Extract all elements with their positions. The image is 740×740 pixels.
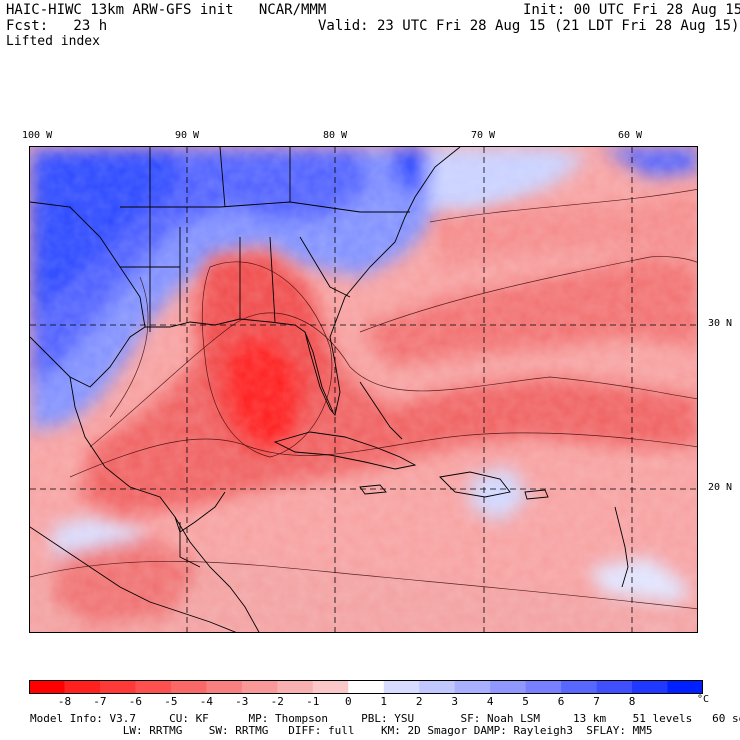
colorbar-tick-label: 1 [380,695,387,708]
lifted-index-map [29,146,698,633]
lon-label-60w: 60 W [618,130,643,141]
colorbar-swatch [490,680,527,694]
colorbar-tick-label: -3 [235,695,249,708]
model-title: HAIC-HIWC 13km ARW-GFS init NCAR/MMM [6,2,327,18]
lat-label-20n: 20 N [708,482,733,493]
coastlines [30,147,629,632]
model-info-line2: LW: RRTMG SW: RRTMG DIFF: full KM: 2D Sm… [30,724,653,737]
colorbar-swatch [29,680,65,694]
colorbar-tick-label: 4 [486,695,494,708]
colorbar-tick-label: -2 [270,695,284,708]
colorbar-tick-label: 3 [451,695,458,708]
colorbar-tick-label: 5 [522,695,529,708]
colorbar-tick-label: 8 [628,695,636,708]
colorbar-swatch [419,680,456,694]
colorbar-swatch [632,680,669,694]
lon-label-70w: 70 W [471,130,496,141]
colorbar-tick-label: -7 [93,695,107,708]
colorbar-swatch [277,680,314,694]
colorbar-swatch [525,680,562,694]
colorbar-swatch [170,680,207,694]
colorbar-tick-label: -1 [306,695,320,708]
colorbar-tick-label: 6 [557,695,565,708]
lat-label-30n: 30 N [708,318,733,329]
colorbar-swatch [348,680,385,694]
colorbar-tick-label: 2 [415,695,423,708]
colorbar-swatch [667,680,703,694]
colorbar-swatch [596,680,633,694]
colorbar-tick-label: 0 [344,695,352,708]
graticule [30,147,697,632]
colorbar-swatch [241,680,278,694]
valid-time: Valid: 23 UTC Fri 28 Aug 15 (21 LDT Fri … [318,18,740,34]
colorbar-frame [29,680,703,694]
colorbar-tick-label: -4 [199,695,214,708]
colorbar-swatch [454,680,491,694]
colorbar-swatch [561,680,598,694]
colorbar-swatch [383,680,420,694]
init-time: Init: 00 UTC Fri 28 Aug 15 [523,2,740,18]
colorbar-swatch [312,680,349,694]
contour-lines [30,188,697,610]
colorbar-swatch [99,680,136,694]
lon-label-80w: 80 W [323,130,348,141]
model-info-line1: Model Info: V3.7 CU: KF MP: Thompson PBL… [30,712,740,725]
colorbar-tick-label: -8 [57,695,72,708]
colorbar-tick-label: 7 [593,695,600,708]
colorbar-tick-label: -6 [128,695,143,708]
lon-label-90w: 90 W [175,130,200,141]
lon-label-100w: 100 W [22,130,53,141]
forecast-hour: Fcst: 23 h [6,18,108,34]
field-texture [30,147,697,632]
field-name: Lifted index [6,34,100,49]
colorbar-swatch [206,680,243,694]
colorbar-tick-label: -5 [164,695,178,708]
colorbar-swatch [135,680,172,694]
colorbar [29,680,703,694]
colorbar-unit: °C [696,694,710,705]
colorbar-swatch [64,680,101,694]
